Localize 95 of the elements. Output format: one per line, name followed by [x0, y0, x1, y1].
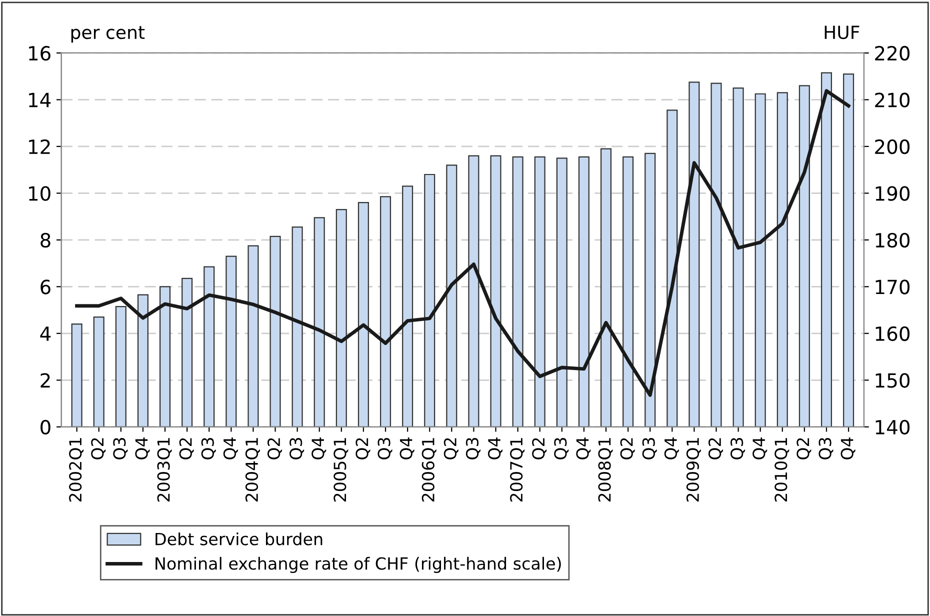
bar: [270, 236, 281, 427]
bar: [336, 208, 347, 427]
bar: [137, 294, 148, 427]
x-tick-label: Q2: [91, 438, 106, 460]
bar: [248, 245, 259, 427]
line-series: [75, 89, 850, 397]
y-axis-title: per cent: [71, 26, 145, 43]
x-tick-label: Q4: [488, 438, 502, 460]
x-tick-label: 2002Q1: [69, 438, 84, 502]
bar: [688, 82, 700, 427]
bar: [776, 92, 788, 427]
y-tick-label: 4: [40, 326, 51, 341]
bar: [115, 306, 126, 427]
y-tick-label: 10: [29, 186, 50, 201]
x-tick-label: Q4: [840, 438, 856, 460]
bar: [380, 196, 392, 427]
x-tick-label: Q4: [223, 438, 238, 460]
x-tick-label: Q2: [179, 438, 194, 460]
bar: [843, 73, 854, 427]
x-tick-label: Q3: [201, 438, 216, 460]
bar: [292, 226, 303, 427]
bar: [820, 72, 832, 427]
bar: [512, 156, 524, 427]
bar: [204, 266, 215, 427]
bar: [182, 278, 193, 427]
bar: [358, 202, 369, 427]
y2-tick-label: 160: [876, 326, 910, 342]
y-tick-label: 8: [40, 232, 50, 248]
x-tick-label: Q2: [796, 438, 812, 460]
y2-tick-label: 140: [876, 420, 910, 435]
x-tick-label: Q3: [113, 438, 128, 460]
bar: [446, 164, 458, 427]
y-tick-label: 16: [29, 46, 50, 61]
y2-tick-label: 170: [876, 280, 910, 294]
bar: [754, 93, 766, 427]
legend-label: Debt service burden: [156, 532, 322, 546]
x-tick-label: Q3: [466, 438, 480, 460]
x-tick-label: Q2: [708, 438, 723, 460]
y-tick-label: 12: [29, 139, 50, 154]
x-tick-label: Q3: [290, 438, 304, 460]
x-tick-label: 2006Q1: [422, 438, 436, 502]
bar: [644, 152, 656, 427]
x-tick-label: Q4: [664, 438, 679, 460]
y2-tick-label: 220: [875, 46, 910, 61]
y2-tick-label: 200: [875, 139, 910, 154]
y-tick-label: 0: [40, 420, 50, 435]
y2-axis-title: HUF: [824, 26, 860, 40]
x-tick-label: 2005Q1: [334, 438, 348, 502]
x-tick-label: Q4: [135, 438, 150, 460]
bar: [732, 87, 744, 427]
x-tick-label: Q3: [818, 438, 834, 460]
x-tick-label: Q3: [378, 438, 392, 460]
bar: [490, 155, 502, 427]
x-tick-label: 2004Q1: [245, 438, 260, 502]
bar: [402, 186, 414, 427]
bar: [226, 256, 237, 427]
y-tick-label: 2: [40, 373, 50, 388]
bar: [534, 156, 546, 427]
y2-tick-label: 210: [875, 92, 910, 108]
x-tick-label: Q2: [444, 438, 458, 460]
bar: [710, 82, 722, 427]
x-tick-label: 2003Q1: [157, 438, 172, 502]
bar: [93, 316, 104, 427]
bar: [600, 148, 612, 427]
x-tick-label: Q3: [730, 438, 746, 460]
bar: [622, 156, 634, 427]
bar: [556, 158, 568, 427]
x-tick-label: Q4: [576, 438, 591, 460]
bar: [314, 217, 325, 427]
x-tick-label: Q4: [400, 438, 414, 460]
x-tick-label: 2009Q1: [686, 438, 701, 502]
x-tick-label: 2010Q1: [774, 438, 790, 502]
y-tick-label: 14: [29, 92, 51, 108]
x-tick-label: Q2: [267, 438, 282, 460]
y2-tick-label: 150: [876, 373, 910, 388]
y2-tick-label: 190: [876, 186, 910, 201]
x-tick-label: Q2: [620, 438, 635, 460]
bar: [424, 174, 436, 427]
x-tick-label: 2008Q1: [598, 438, 613, 502]
bar: [71, 324, 82, 427]
bar: [666, 110, 678, 427]
x-tick-label: Q4: [312, 438, 326, 460]
x-tick-label: Q3: [554, 438, 569, 460]
y2-tick-label: 180: [876, 232, 910, 248]
bar: [159, 286, 171, 427]
x-tick-label: Q3: [642, 438, 657, 460]
x-tick-label: 2007Q1: [510, 438, 525, 502]
x-tick-label: Q4: [752, 438, 768, 460]
bar: [798, 85, 810, 427]
y-tick-label: 6: [40, 280, 50, 294]
x-tick-label: Q2: [532, 438, 547, 460]
legend-label: Nominal exchange rate of CHF (right-hand scale): [156, 556, 561, 574]
bar: [578, 156, 590, 427]
bar: [468, 155, 480, 427]
x-tick-label: Q2: [356, 438, 370, 460]
